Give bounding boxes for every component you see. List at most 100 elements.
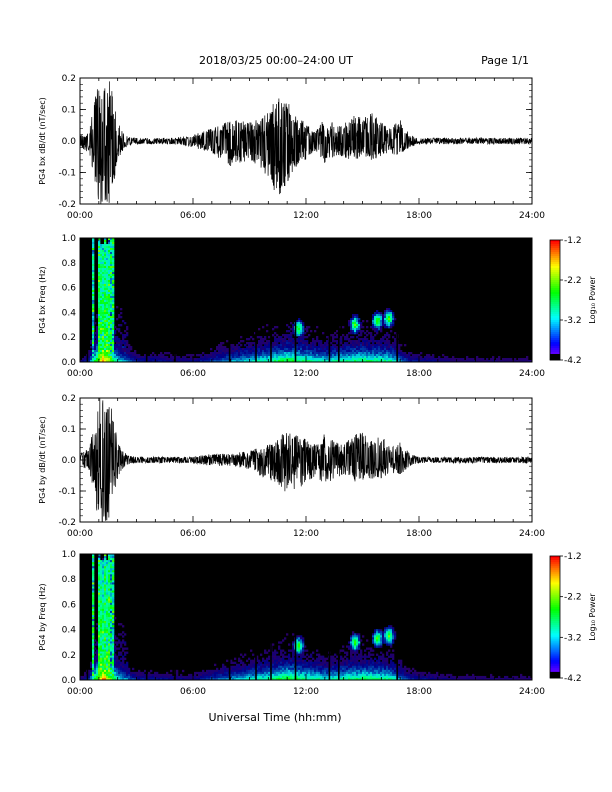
panel-by-timeseries: 00:00 06:00 12:00 18:00 24:00 0.2 0.1 0.0 -0.1 -0… <box>38 394 545 539</box>
colorbar-segment <box>550 298 560 301</box>
colorbar-segment <box>550 346 560 349</box>
colorbar-segment <box>550 659 560 663</box>
colorbar-tick-label: -1.2 <box>564 552 582 562</box>
x-tick-label: 06:00 <box>180 211 206 221</box>
colorbar-segment <box>550 673 560 677</box>
data-gap-stripe <box>270 238 272 362</box>
colorbar-segment <box>550 274 560 277</box>
colorbar-segment <box>550 570 560 573</box>
x-tick-label: 24:00 <box>519 211 545 221</box>
colorbar-segment <box>550 340 560 343</box>
colorbar-segment <box>550 647 560 650</box>
x-tick-label: 18:00 <box>406 211 432 221</box>
colorbar-segment <box>550 635 560 638</box>
colorbar-segment <box>550 312 560 315</box>
y-tick-label: 0.2 <box>62 74 76 84</box>
colorbar-segment <box>550 260 560 263</box>
x-tick-label: 00:00 <box>67 529 93 539</box>
colorbar-segment <box>550 576 560 579</box>
colorbar-segment <box>550 639 560 642</box>
colorbar-segment <box>550 358 560 361</box>
colorbar-segment <box>550 306 560 309</box>
colorbar-segment <box>550 280 560 283</box>
data-gap-stripe <box>228 554 231 680</box>
x-axis-title: Universal Time (hh:mm) <box>209 711 342 724</box>
x-tick-label: 12:00 <box>293 369 319 379</box>
data-gap-stripe <box>338 554 340 680</box>
data-gap-stripe <box>145 238 148 362</box>
colorbar-segment <box>550 667 560 671</box>
data-gap-stripe <box>294 554 297 680</box>
colorbar-segment <box>550 292 560 295</box>
colorbar-segment <box>550 286 560 289</box>
colorbar-segment <box>550 352 560 355</box>
colorbar-segment <box>550 316 560 319</box>
data-gap-stripe <box>228 238 231 362</box>
colorbar-segment <box>550 612 560 616</box>
x-tick-label: 12:00 <box>293 529 319 539</box>
colorbar-segment <box>550 584 560 587</box>
spectrogram-cells <box>80 554 533 681</box>
colorbar-segment <box>550 264 560 267</box>
colorbar-segment <box>550 651 560 654</box>
x-tick-label: 00:00 <box>67 369 93 379</box>
y-tick-label: -0.1 <box>58 487 76 497</box>
colorbar-segment <box>550 266 560 269</box>
colorbar-segment <box>550 623 560 626</box>
colorbar-segment <box>550 580 560 583</box>
data-gap-stripe <box>338 238 340 362</box>
colorbar-tick-label: -4.2 <box>564 674 582 684</box>
colorbar: -1.2 -2.2 -3.2 -4.2 Log₁₀ Power <box>549 236 597 366</box>
x-tick-label: 18:00 <box>406 529 432 539</box>
colorbar-segment <box>550 300 560 303</box>
colorbar-segment <box>550 326 560 329</box>
colorbar-segment <box>550 562 560 565</box>
data-gap-stripe <box>174 238 176 362</box>
colorbar-segment <box>550 294 560 297</box>
colorbar-tick-label: -3.2 <box>564 633 582 643</box>
colorbar-segment <box>550 663 560 667</box>
data-gap-stripe <box>255 238 257 362</box>
x-tick-label: 06:00 <box>180 529 206 539</box>
colorbar-segment <box>550 614 560 618</box>
y-tick-label: -0.2 <box>58 518 76 528</box>
x-tick-label: 06:00 <box>180 687 206 697</box>
colorbar-segment <box>550 661 560 665</box>
colorbar-segment <box>550 596 560 600</box>
colorbar-segment <box>550 350 560 353</box>
colorbar-segment <box>550 332 560 335</box>
colorbar-segment <box>550 619 560 622</box>
colorbar-segment <box>550 671 560 675</box>
colorbar-segment <box>550 600 560 604</box>
y-tick-label: 0.4 <box>62 308 77 318</box>
colorbar-segment <box>550 657 560 661</box>
colorbar-segment <box>550 308 560 311</box>
colorbar-segment <box>550 322 560 325</box>
x-tick-label: 12:00 <box>293 687 319 697</box>
x-tick-label: 24:00 <box>519 687 545 697</box>
colorbar-segment <box>550 348 560 351</box>
colorbar-segment <box>550 254 560 257</box>
colorbar-segment <box>550 625 560 628</box>
data-gap-stripe <box>86 554 89 680</box>
y-tick-label: 0.0 <box>62 137 77 147</box>
colorbar-tick-label: -2.2 <box>564 276 582 286</box>
y-tick-label: 0.0 <box>62 358 77 368</box>
colorbar-segment <box>550 302 560 305</box>
colorbar-segment <box>550 344 560 347</box>
data-gap-stripe <box>294 238 297 362</box>
colorbar-label: Log₁₀ Power <box>588 593 597 641</box>
colorbar-segment <box>550 282 560 285</box>
colorbar-segment <box>550 590 560 593</box>
waveform-line <box>80 398 532 522</box>
colorbar-segment <box>550 560 560 563</box>
colorbar-segment <box>550 258 560 261</box>
colorbar-tick-label: -3.2 <box>564 316 582 326</box>
colorbar-segment <box>550 276 560 279</box>
colorbar-segment <box>550 278 560 281</box>
data-gap-stripe <box>270 554 272 680</box>
data-gap-stripe <box>145 554 148 680</box>
waveform-line <box>80 81 532 204</box>
colorbar-segment <box>550 328 560 331</box>
